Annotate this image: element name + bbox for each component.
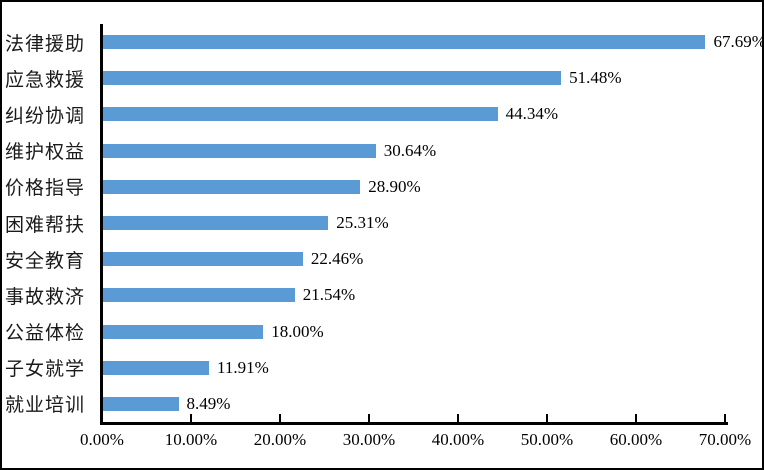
bar (103, 216, 329, 231)
category-label: 价格指导 (4, 178, 85, 200)
x-axis-tick (724, 414, 726, 422)
category-label: 纠纷协调 (4, 105, 85, 127)
x-axis-tick (368, 414, 370, 422)
bar-row: 67.69% (103, 24, 764, 60)
value-label: 25.31% (336, 213, 389, 233)
bar-row: 22.46% (103, 241, 726, 277)
category-label: 公益体检 (4, 323, 85, 345)
category-label: 就业培训 (4, 395, 85, 417)
bar (103, 396, 179, 411)
x-tick-label: 70.00% (698, 430, 752, 449)
x-tick-label: 50.00% (520, 430, 574, 449)
category-label: 应急救援 (4, 69, 85, 91)
bar (103, 143, 376, 158)
bar (103, 71, 562, 86)
bar-row: 11.91% (103, 350, 726, 386)
bar-row: 18.00% (103, 314, 726, 350)
x-axis-tick (279, 414, 281, 422)
y-axis-line (100, 24, 103, 425)
bar (103, 107, 498, 122)
x-tick-label: 20.00% (253, 430, 307, 449)
value-label: 22.46% (310, 249, 364, 269)
bar-row: 21.54% (103, 277, 726, 313)
x-tick-label: 0.00% (80, 430, 124, 449)
plot-area: 67.69% 51.48% 44.34% 30.64% 28.90% 25.31% 22.4… (103, 24, 764, 422)
x-axis-tick (546, 414, 548, 422)
x-tick-label: 30.00% (342, 430, 396, 449)
x-tick-label: 10.00% (164, 430, 218, 449)
x-axis-tick (635, 414, 637, 422)
bar (103, 324, 264, 339)
value-label: 67.69% (713, 32, 764, 52)
category-label: 子女就学 (4, 359, 85, 381)
bar (103, 35, 706, 50)
x-axis-tick (457, 414, 459, 422)
x-axis-line (100, 422, 728, 425)
bar-row: 30.64% (103, 133, 726, 169)
category-label: 维护权益 (4, 142, 85, 164)
value-label: 28.90% (368, 176, 421, 196)
bar (103, 288, 295, 303)
category-label: 事故救济 (4, 286, 85, 308)
bar (103, 360, 209, 375)
bar (103, 252, 303, 267)
value-label: 51.48% (569, 68, 622, 88)
value-label: 21.54% (302, 285, 356, 305)
value-label: 44.34% (505, 104, 559, 124)
bar-row: 51.48% (103, 60, 726, 96)
x-tick-label: 60.00% (609, 430, 663, 449)
category-label: 困难帮扶 (4, 214, 85, 236)
category-label: 法律援助 (4, 33, 85, 55)
bar-rows: 67.69% 51.48% 44.34% 30.64% 28.90% 25.31% 22.4… (103, 24, 764, 422)
bar-row: 25.31% (103, 205, 726, 241)
bar-row: 44.34% (103, 96, 726, 132)
value-label: 18.00% (271, 321, 324, 341)
x-tick-label: 40.00% (431, 430, 485, 449)
value-label: 11.91% (216, 357, 269, 377)
bar-row: 8.49% (103, 386, 726, 422)
value-label: 30.64% (383, 140, 437, 160)
category-axis-labels: 法律援助应急救援纠纷协调维护权益价格指导困难帮扶安全教育事故救济公益体检子女就学… (2, 24, 93, 422)
bar-row: 28.90% (103, 169, 726, 205)
bar (103, 179, 361, 194)
category-label: 安全教育 (4, 250, 85, 272)
x-axis-tick (190, 414, 192, 422)
value-label: 8.49% (186, 393, 231, 413)
x-axis-tick-labels: 0.00% 10.00% 20.00% 30.00% 40.00% 50.00% 60.00… (2, 430, 764, 456)
